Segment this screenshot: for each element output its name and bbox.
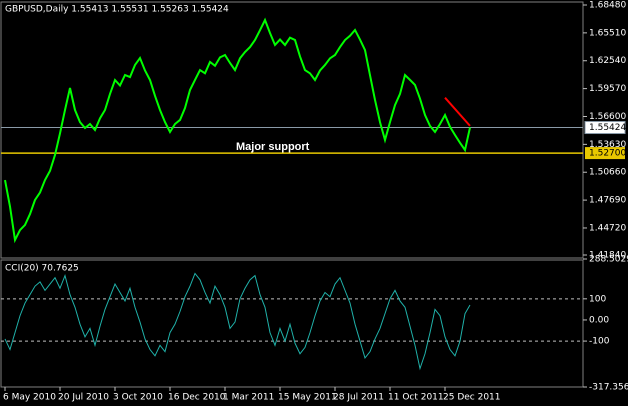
y-tick-label: 1.50660 (589, 168, 626, 178)
x-tick-label: 25 Dec 2011 (443, 393, 501, 403)
current-price-box (584, 121, 626, 135)
x-tick-label: 28 Jul 2011 (333, 393, 384, 403)
x-tick-label: 6 May 2010 (3, 393, 56, 403)
price-line (4, 17, 471, 244)
trendline (444, 97, 471, 127)
y-tick-label: 1.65510 (589, 28, 626, 38)
y-tick-label: 1.62540 (589, 56, 626, 66)
price-title: GBPUSD,Daily 1.55413 1.55531 1.55263 1.5… (5, 5, 229, 15)
cci-line (4, 272, 471, 371)
price-panel (0, 1, 584, 259)
annotation: Major support (236, 141, 310, 153)
cci-title: CCI(20) 70.7625 (5, 264, 79, 274)
x-tick-label: 16 Dec 2010 (168, 393, 226, 403)
x-tick-label: 11 Oct 2011 (388, 393, 444, 403)
support-label: 1.52700 (589, 149, 626, 159)
y-tick-label: 1.53630 (589, 140, 626, 150)
y-tick-label: 0.00 (589, 315, 609, 325)
y-tick-label: 1.41840 (589, 251, 626, 261)
y-tick-label: 1.56600 (589, 112, 626, 122)
support-label-box (585, 147, 625, 160)
y-tick-label: 1.44720 (589, 223, 626, 233)
x-tick-label: 15 May 2011 (278, 393, 337, 403)
cci-panel (0, 259, 584, 388)
x-tick-label: 3 Oct 2010 (113, 393, 163, 403)
y-tick-label: 1.68480 (589, 1, 626, 11)
x-tick-label: 20 Jul 2010 (58, 393, 109, 403)
y-tick-label: 288.5029 (589, 255, 628, 265)
y-tick-label: -100 (589, 337, 610, 347)
y-tick-label: 1.59570 (589, 84, 626, 94)
x-tick-label: 1 Mar 2011 (223, 393, 274, 403)
y-tick-label: 1.47690 (589, 196, 626, 206)
y-tick-label: -317.356 (589, 383, 628, 393)
y-tick-label: 100 (589, 294, 606, 304)
current-price-label: 1.55424 (589, 123, 626, 133)
